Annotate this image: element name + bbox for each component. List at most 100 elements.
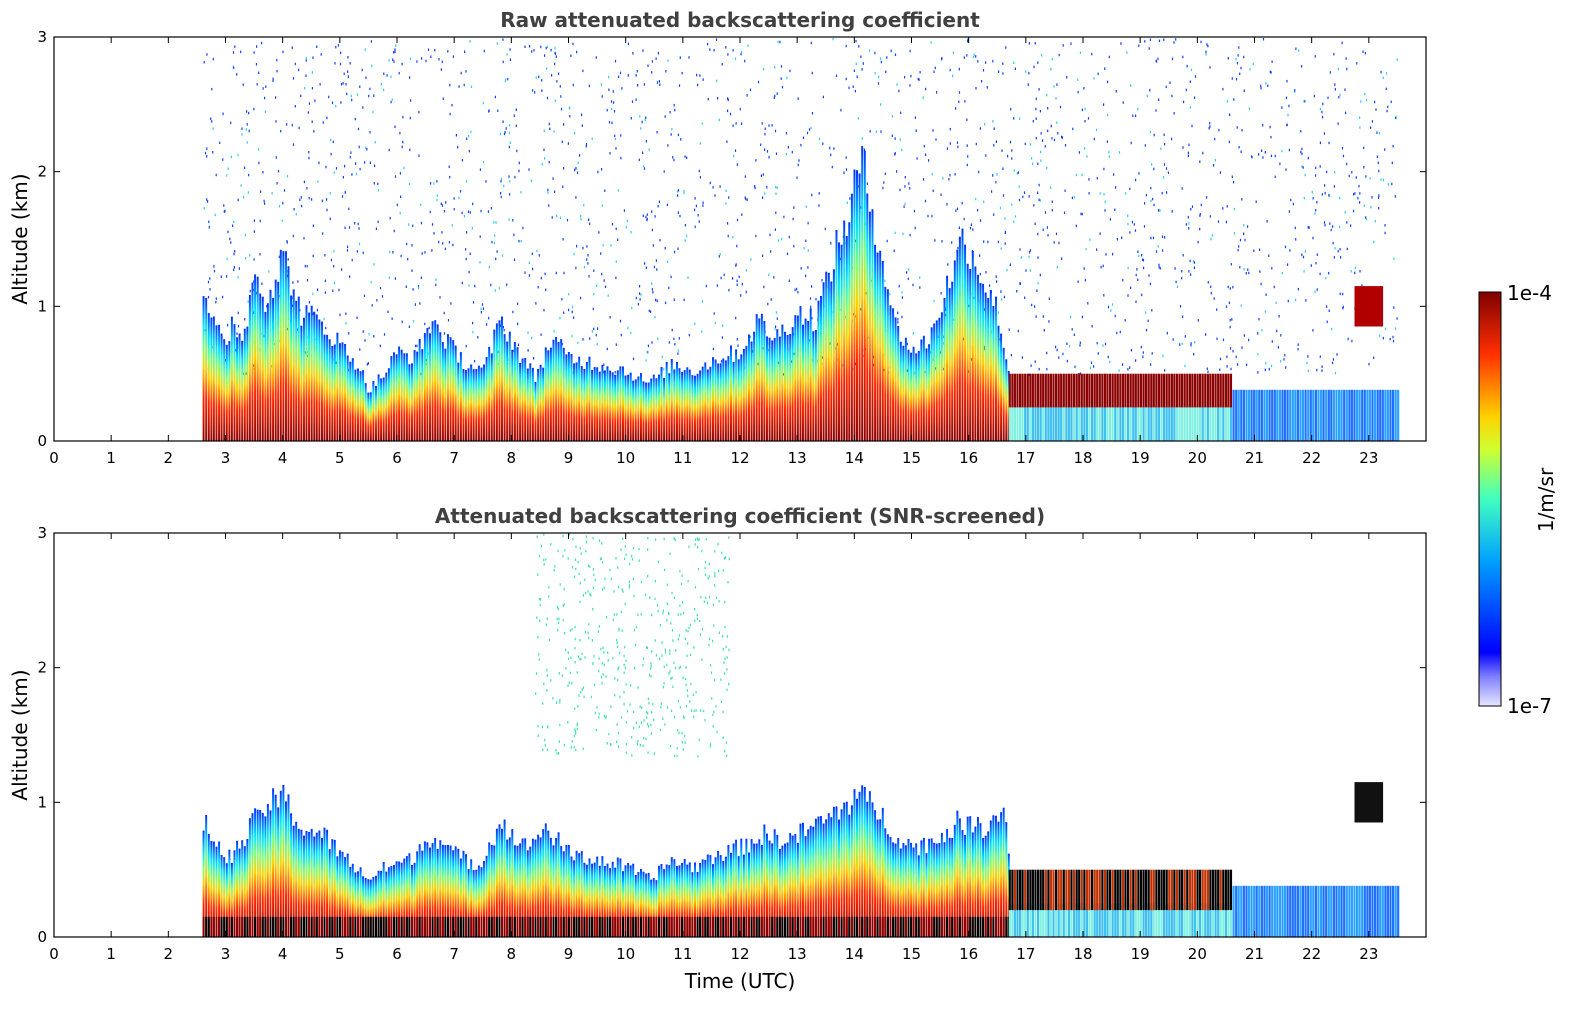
noise-pixel (1088, 178, 1090, 181)
noise-pixel (831, 165, 833, 169)
noise-pixel (549, 127, 551, 131)
saturated-pixel (835, 916, 838, 937)
x-tick-label: 19 (1131, 945, 1150, 963)
saturated-pixel (732, 916, 735, 937)
noise-pixel (206, 147, 208, 150)
noise-pixel (1096, 341, 1098, 345)
noise-pixel (1142, 258, 1144, 261)
saturated-pixel (794, 916, 797, 937)
noise-pixel (603, 586, 605, 589)
noise-pixel (662, 609, 665, 612)
noise-pixel (947, 263, 949, 266)
noise-pixel (282, 201, 284, 205)
noise-pixel (981, 80, 983, 83)
profile-column (799, 823, 802, 937)
noise-pixel (909, 49, 911, 53)
noise-pixel (967, 38, 969, 41)
noise-pixel (246, 123, 248, 126)
profile-column (423, 333, 426, 441)
noise-pixel (312, 312, 314, 316)
saturated-pixel (838, 916, 840, 937)
noise-pixel (592, 536, 594, 540)
noise-pixel (356, 93, 359, 96)
saturated-pixel (995, 916, 997, 937)
noise-pixel (767, 348, 769, 352)
boundary-column (1394, 389, 1397, 441)
profile-column (483, 861, 485, 937)
boundary-column (1152, 903, 1155, 937)
profile-column (881, 261, 884, 441)
noise-pixel (556, 618, 558, 621)
profile-column (359, 371, 362, 441)
saturated-pixel (786, 916, 789, 937)
boundary-column (1273, 389, 1276, 441)
profile-column (207, 833, 210, 937)
saturated-pixel (465, 916, 467, 937)
noise-pixel (363, 294, 366, 298)
noise-pixel (686, 654, 688, 657)
saturated-pixel (668, 916, 671, 937)
noise-pixel (1251, 155, 1253, 158)
noise-pixel (211, 87, 213, 91)
noise-pixel (1037, 282, 1039, 285)
noise-pixel (330, 152, 332, 156)
noise-pixel (903, 205, 905, 208)
noise-pixel (531, 50, 533, 53)
noise-pixel (897, 318, 899, 321)
raw-x-ticks: 0 1 2 3 4 5 6 7 8 9 10 11 12 13 14 15 16 17 18 19 20 21 22 23 (49, 37, 1378, 467)
noise-pixel (236, 73, 238, 76)
noise-pixel (1319, 355, 1321, 358)
boundary-column (1379, 389, 1382, 441)
noise-pixel (727, 98, 729, 102)
noise-pixel (394, 277, 396, 280)
noise-pixel (894, 152, 896, 155)
profile-column (508, 837, 511, 937)
noise-pixel (919, 71, 921, 74)
cloud-column (1127, 869, 1130, 911)
saturated-pixel (899, 916, 902, 937)
boundary-column (1229, 407, 1233, 441)
profile-column (717, 850, 720, 937)
noise-pixel (496, 42, 498, 45)
noise-pixel (502, 38, 504, 41)
noise-pixel (579, 600, 581, 604)
noise-pixel (299, 198, 301, 201)
noise-pixel (465, 344, 467, 348)
boundary-column (1078, 903, 1081, 937)
noise-pixel (488, 109, 490, 112)
saturated-pixel (771, 916, 774, 937)
noise-pixel (517, 302, 519, 306)
noise-pixel (1044, 211, 1047, 214)
boundary-column (1381, 885, 1384, 937)
profile-column (411, 363, 413, 441)
profile-column (856, 170, 858, 441)
noise-pixel (1066, 342, 1068, 345)
profile-column (1000, 812, 1003, 937)
noise-pixel (253, 107, 255, 111)
cloud-column (1137, 869, 1140, 911)
noise-pixel (582, 338, 584, 341)
noise-pixel (567, 657, 570, 661)
profile-column (555, 838, 558, 937)
noise-pixel (207, 295, 210, 299)
noise-pixel (1205, 333, 1207, 336)
noise-pixel (791, 150, 793, 154)
boundary-column (1155, 407, 1158, 441)
noise-pixel (1354, 271, 1356, 275)
noise-pixel (1127, 294, 1129, 297)
noise-pixel (648, 673, 651, 677)
profile-column (585, 361, 588, 441)
noise-pixel (575, 196, 577, 199)
noise-pixel (1114, 208, 1116, 211)
noise-pixel (558, 72, 560, 75)
noise-pixel (1159, 209, 1161, 212)
profile-column (542, 367, 545, 441)
profile-column (964, 244, 967, 441)
profile-column (696, 373, 699, 441)
noise-pixel (764, 148, 766, 151)
noise-pixel (1153, 167, 1155, 171)
noise-pixel (1158, 39, 1161, 43)
noise-pixel (601, 662, 603, 665)
profile-column (902, 843, 905, 937)
noise-pixel (306, 264, 308, 268)
